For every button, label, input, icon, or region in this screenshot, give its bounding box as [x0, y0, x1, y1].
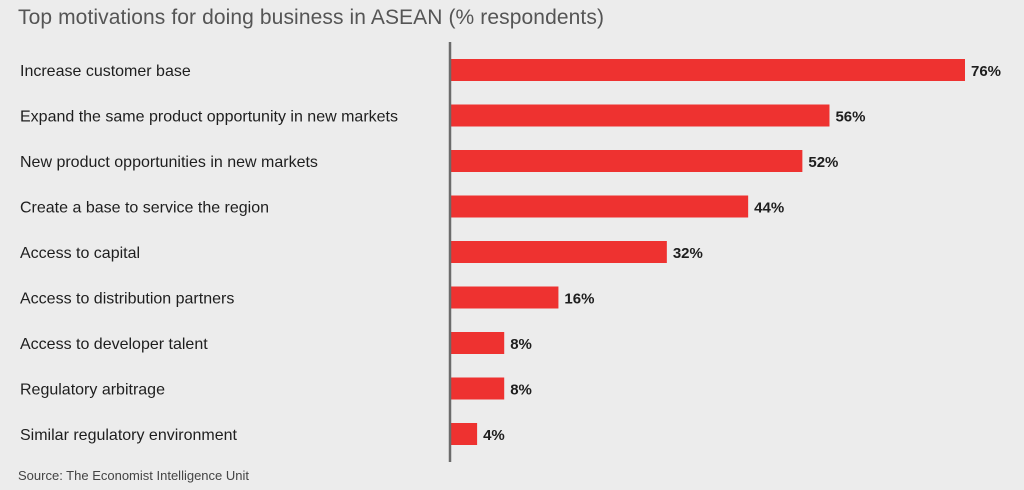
category-label: Access to distribution partners	[20, 291, 234, 308]
bar	[450, 377, 505, 400]
category-label: Access to capital	[20, 245, 140, 262]
bar	[450, 150, 803, 172]
value-label: 8%	[510, 382, 532, 399]
bar	[450, 332, 505, 354]
category-label: Create a base to service the region	[20, 200, 269, 217]
bar	[450, 241, 667, 263]
bar	[450, 104, 830, 127]
value-label: 16%	[564, 291, 594, 308]
value-label: 8%	[510, 336, 532, 353]
category-label: Increase customer base	[20, 63, 191, 80]
category-label: Access to developer talent	[20, 336, 208, 353]
value-label: 4%	[483, 427, 505, 444]
value-label: 56%	[835, 109, 865, 126]
source-note: Source: The Economist Intelligence Unit	[18, 468, 249, 483]
value-label: 76%	[971, 63, 1001, 80]
category-label: Expand the same product opportunity in n…	[20, 109, 398, 126]
value-label: 52%	[808, 154, 838, 171]
bar	[450, 195, 749, 218]
bar	[450, 286, 559, 309]
bars-layer: Increase customer base 76% Expand the same…	[20, 59, 1001, 445]
bar	[450, 59, 965, 81]
value-label: 32%	[673, 245, 703, 262]
category-label: Similar regulatory environment	[20, 427, 238, 444]
chart-title: Top motivations for doing business in AS…	[18, 6, 605, 29]
category-label: Regulatory arbitrage	[20, 382, 165, 399]
value-label: 44%	[754, 200, 784, 217]
category-label: New product opportunities in new markets	[20, 154, 318, 171]
bar	[450, 423, 478, 445]
